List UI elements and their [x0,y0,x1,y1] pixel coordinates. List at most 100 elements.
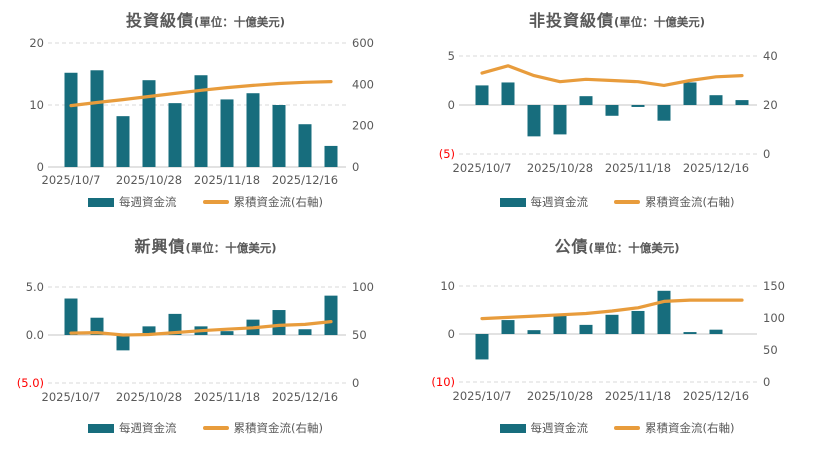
chart-title: 公債(單位：十億美元) [411,235,823,261]
chart-title: 投資級債(單位：十億美元) [0,9,411,35]
weekly-flow-bar [298,124,312,167]
chart-legend: 每週資金流 累積資金流(右軸) [411,193,823,211]
bar-series-swatch-icon [499,197,526,207]
weekly-flow-bar [298,329,312,335]
chart-unit-label: (單位：十億美元) [614,15,706,29]
weekly-flow-bar [501,320,515,334]
x-axis-date-label: 2025/11/18 [605,161,671,175]
cumulative-flow-line [480,298,744,321]
x-axis-date-label: 2025/12/16 [683,161,749,175]
weekly-flow-bar [64,72,78,167]
weekly-flow-bar [657,105,671,121]
left-axis-tick-label: 0 [448,327,455,341]
left-axis-tick-label: 0 [448,98,455,112]
left-axis-tick-label: (5.0) [17,376,44,390]
bar-series-swatch-icon [499,423,526,433]
legend-label-weekly-flow: 每週資金流 [530,421,589,435]
legend-label-cumulative-flow: 累積資金流(右軸) [645,421,735,435]
legend-item-weekly-flow: 每週資金流 [499,420,589,436]
right-axis-tick-label: 100 [763,311,785,325]
right-axis-tick-label: 400 [352,77,374,91]
chart-non-investment-grade-bond: 非投資級債(單位：十億美元) 5 0 (5) 40 20 0 2025/10/7 2025/1… [411,0,823,226]
legend-item-cumulative-flow: 累積資金流(右軸) [614,194,734,210]
weekly-flow-bar [116,116,130,167]
chart-unit-label: (單位：十億美元) [588,241,680,255]
line-series-swatch-icon [614,426,640,430]
right-axis-tick-label: 200 [352,119,374,133]
left-axis-tick-label: (10) [431,375,455,389]
weekly-flow-bar [657,290,671,334]
bar-series-swatch-icon [88,197,114,207]
chart-title-text: 投資級債 [125,11,194,30]
x-axis-date-label: 2025/11/18 [194,390,260,404]
right-axis-tick-label: 600 [352,36,374,50]
weekly-flow-bar [683,82,697,105]
legend-item-cumulative-flow: 累積資金流(右軸) [202,420,323,436]
x-axis-date-label: 2025/12/16 [683,389,749,403]
weekly-flow-bar [579,96,593,105]
left-axis-tick-label: (5) [439,147,455,161]
weekly-flow-bar [553,315,567,334]
x-axis-date-label: 2025/10/7 [42,390,101,404]
weekly-flow-bar [475,85,489,105]
x-axis-date-label: 2025/10/28 [116,173,182,187]
weekly-flow-bar [324,145,338,167]
legend-label-weekly-flow: 每週資金流 [119,421,177,435]
chart-legend: 每週資金流 累積資金流(右軸) [0,193,411,211]
right-axis-tick-label: 0 [352,376,359,390]
weekly-flow-bar [220,99,234,167]
left-axis-tick-label: 5 [448,49,455,63]
weekly-flow-bar [735,100,749,105]
weekly-flow-bar [168,103,182,167]
x-axis-date-label: 2025/12/16 [272,390,338,404]
weekly-flow-bar [527,330,541,334]
x-axis-date-label: 2025/10/28 [527,389,593,403]
chart-title-text: 非投資級債 [528,11,614,30]
left-axis-tick-label: 10 [440,279,455,293]
x-axis-date-label: 2025/10/7 [453,389,512,403]
weekly-flow-bar [579,324,593,334]
weekly-flow-bar [272,105,286,167]
x-axis-date-label: 2025/11/18 [194,173,260,187]
left-axis-tick-label: 0.0 [26,328,44,342]
weekly-flow-bar [90,317,104,335]
chart-title-text: 公債 [554,237,589,256]
legend-item-cumulative-flow: 累積資金流(右軸) [202,194,323,210]
x-axis-date-label: 2025/11/18 [605,389,671,403]
line-series-swatch-icon [202,200,229,204]
weekly-flow-bar [142,80,156,167]
weekly-flow-bar [553,105,567,135]
line-series-swatch-icon [614,200,640,204]
line-series-swatch-icon [202,426,229,430]
right-axis-tick-label: 50 [352,328,367,342]
cumulative-flow-line [480,64,744,88]
legend-label-weekly-flow: 每週資金流 [119,195,177,209]
x-axis-date-label: 2025/10/28 [527,161,593,175]
weekly-flow-bar [64,298,78,335]
legend-label-weekly-flow: 每週資金流 [530,195,589,209]
weekly-flow-bar [220,331,234,335]
right-axis-tick-label: 150 [763,279,785,293]
weekly-flow-bar [475,334,489,360]
cumulative-flow-line [69,319,333,337]
right-axis-tick-label: 50 [763,343,778,357]
x-axis-date-label: 2025/10/28 [116,390,182,404]
weekly-flow-bar [631,105,645,107]
chart-emerging-market-bond: 新興債(單位：十億美元) 5.0 0.0 (5.0) 100 50 0 2025/10/7 2… [0,226,411,453]
x-axis-date-label: 2025/12/16 [272,173,338,187]
weekly-flow-bar [194,75,208,167]
chart-canvas-non-investment-grade: 5 0 (5) 40 20 0 2025/10/7 2025/10/28 2025/11/18 2… [439,49,778,175]
chart-canvas-emerging-market: 5.0 0.0 (5.0) 100 50 0 2025/10/7 2025/10/28 2025… [17,280,374,404]
left-axis-tick-label: 0 [37,160,44,174]
weekly-flow-bar [501,82,515,105]
legend-item-weekly-flow: 每週資金流 [88,194,177,210]
right-axis-tick-label: 0 [763,375,770,389]
chart-title: 非投資級債(單位：十億美元) [411,9,823,35]
weekly-flow-bar [605,105,619,116]
left-axis-tick-label: 5.0 [26,280,44,294]
weekly-flow-bar [631,310,645,334]
legend-label-cumulative-flow: 累積資金流(右軸) [233,195,323,209]
